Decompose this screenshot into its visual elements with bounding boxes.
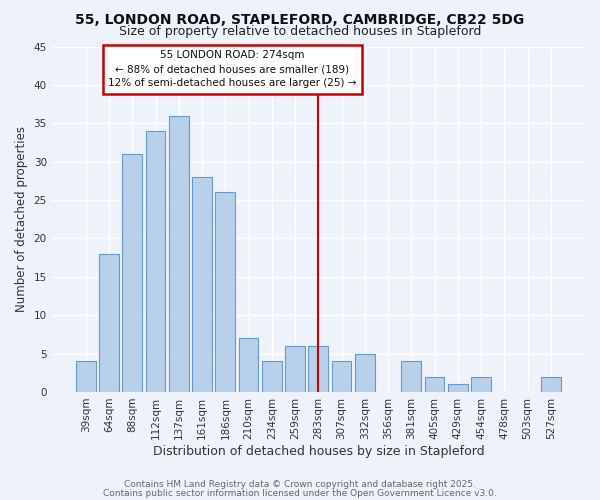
X-axis label: Distribution of detached houses by size in Stapleford: Distribution of detached houses by size … — [152, 444, 484, 458]
Bar — [355, 354, 375, 392]
Bar — [541, 376, 561, 392]
Bar — [122, 154, 142, 392]
Bar — [308, 346, 328, 392]
Text: Contains HM Land Registry data © Crown copyright and database right 2025.: Contains HM Land Registry data © Crown c… — [124, 480, 476, 489]
Bar — [169, 116, 188, 392]
Bar — [332, 362, 352, 392]
Bar — [285, 346, 305, 392]
Text: 55 LONDON ROAD: 274sqm
← 88% of detached houses are smaller (189)
12% of semi-de: 55 LONDON ROAD: 274sqm ← 88% of detached… — [108, 50, 356, 88]
Bar — [425, 376, 445, 392]
Bar — [76, 362, 95, 392]
Bar — [99, 254, 119, 392]
Bar — [262, 362, 282, 392]
Bar — [471, 376, 491, 392]
Bar — [401, 362, 421, 392]
Bar — [192, 177, 212, 392]
Text: 55, LONDON ROAD, STAPLEFORD, CAMBRIDGE, CB22 5DG: 55, LONDON ROAD, STAPLEFORD, CAMBRIDGE, … — [76, 12, 524, 26]
Bar — [448, 384, 468, 392]
Text: Contains public sector information licensed under the Open Government Licence v3: Contains public sector information licen… — [103, 488, 497, 498]
Bar — [146, 131, 166, 392]
Bar — [239, 338, 259, 392]
Y-axis label: Number of detached properties: Number of detached properties — [15, 126, 28, 312]
Text: Size of property relative to detached houses in Stapleford: Size of property relative to detached ho… — [119, 25, 481, 38]
Bar — [215, 192, 235, 392]
